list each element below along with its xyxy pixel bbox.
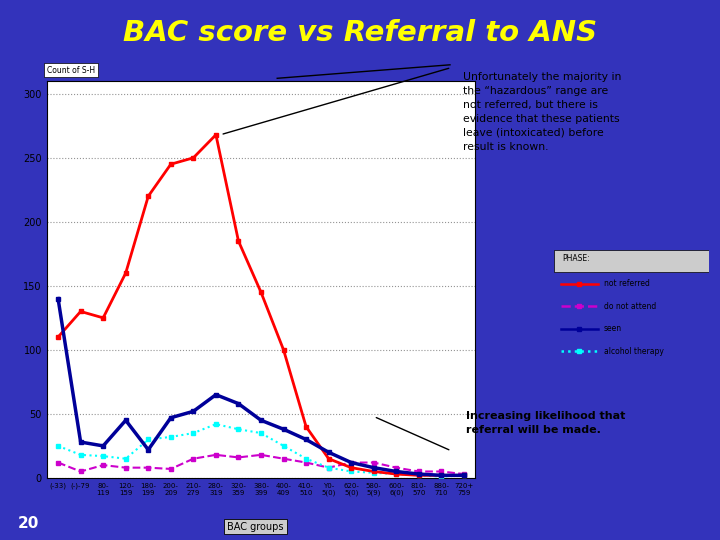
Text: Unfortunately the majority in
the “hazardous” range are
not referred, but there : Unfortunately the majority in the “hazar…: [463, 72, 621, 152]
Text: seen: seen: [604, 325, 622, 333]
Text: BAC groups: BAC groups: [228, 522, 284, 531]
Text: not referred: not referred: [604, 279, 650, 288]
Text: do not attend: do not attend: [604, 302, 656, 311]
FancyBboxPatch shape: [554, 251, 709, 272]
Text: PHASE:: PHASE:: [562, 254, 590, 263]
Text: alcohol therapy: alcohol therapy: [604, 347, 664, 356]
Text: BAC score vs Referral to ANS: BAC score vs Referral to ANS: [123, 19, 597, 47]
Text: 20: 20: [18, 516, 40, 531]
Text: Count of S-H: Count of S-H: [47, 65, 95, 75]
Text: Increasing likelihood that
referral will be made.: Increasing likelihood that referral will…: [466, 411, 625, 435]
